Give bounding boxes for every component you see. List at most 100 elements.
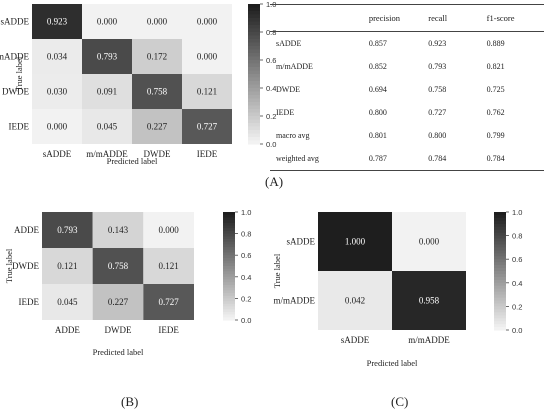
colorbar-tick-label: 0.6 [241,251,251,260]
heatmap-cell [182,74,232,109]
colorbar-segment [494,256,506,260]
colorbar-segment [223,317,235,321]
colorbar-segment [248,42,260,47]
colorbar-segment [223,284,235,289]
heatmap-cell [82,74,132,109]
colorbar-segment [248,116,260,121]
colorbar-segment [494,226,506,231]
colorbar-segment [494,288,506,293]
x-tick-label: IEDE [197,149,218,159]
report-cell: 0.821 [486,62,505,71]
colorbar-segment [248,35,260,40]
heatmap-cell [132,4,182,39]
y-tick-label: sADDE [287,237,316,247]
panel-label-b: (B) [121,394,139,409]
colorbar-tick-label: 0.6 [266,56,276,65]
colorbar-segment [494,312,506,316]
classification-report-table: precision recall f1-score sADDE 0.857 0.… [270,4,544,171]
heatmap-cell-value: 0.030 [47,87,68,97]
report-cell: 0.762 [486,108,505,117]
colorbar-segment [223,290,235,294]
colorbar-segment [223,274,235,278]
panel-label-a: (A) [265,174,284,189]
heatmap-cell-value: 0.758 [108,261,129,271]
report-cell: 0.889 [486,39,505,48]
colorbar-segment [223,311,235,316]
report-row-macro-avg: macro avg 0.801 0.800 0.799 [270,124,544,147]
heatmap-cell [32,109,82,144]
colorbar-segment [494,327,506,331]
colorbar-segment [223,266,235,270]
heatmap-cell-value: 0.000 [97,17,118,27]
y-axis-label: True label [14,56,24,91]
report-header-row: precision recall f1-score [270,4,544,32]
colorbar-segment [248,119,260,124]
report-header-f1: f1-score [485,4,544,32]
heatmap-cell [132,109,182,144]
x-tick-label: sADDE [43,149,72,159]
y-tick-label: sADDE [1,17,30,27]
heatmap-cell-value: 0.793 [57,225,78,235]
heatmap-cell [143,212,194,248]
colorbar-segment [494,247,506,251]
heatmap-cell-value: 0.793 [97,52,118,62]
colorbar-segment [248,46,260,51]
colorbar-segment [494,253,506,257]
report-header-recall: recall [427,4,486,32]
colorbar-segment [494,279,506,284]
colorbar-segment [223,260,235,264]
colorbar-segment [248,67,260,72]
colorbar-segment [223,303,235,308]
colorbar-segment [223,239,235,243]
colorbar-tick-label: 0.4 [512,279,522,288]
heatmap-cell-value: 0.000 [47,122,68,132]
colorbar-segment [248,28,260,33]
colorbar-segment [494,324,506,328]
colorbar-segment [248,98,260,103]
report-cell: 0.800 [368,108,387,117]
heatmap-cell [82,39,132,74]
colorbar-segment [494,259,506,263]
report-cell: macro avg [276,131,310,140]
report-cell: 0.787 [367,147,428,171]
y-tick-label: IEDE [19,297,40,307]
colorbar-tick-label: 0.4 [241,273,251,282]
colorbar-segment [248,102,260,107]
colorbar-tick-label: 0.0 [266,140,276,149]
colorbar-tick-label: 0.2 [241,294,251,303]
heatmap-cell-value: 0.000 [147,17,168,27]
colorbar-segment [223,298,235,302]
colorbar-segment [248,60,260,65]
report-cell: 0.857 [368,39,387,48]
colorbar-segment [494,265,506,269]
colorbar-segment [494,262,506,266]
heatmap-cell-value: 0.000 [197,52,218,62]
colorbar-segment [223,233,235,237]
heatmap-cell-value: 0.727 [159,297,180,307]
colorbar-segment [223,241,235,245]
report-cell: 0.793 [428,62,447,71]
colorbar-segment [248,70,260,75]
colorbar-tick-label: 0.2 [266,112,276,121]
colorbar-segment [223,214,235,218]
x-axis-label: Predicted label [93,347,144,357]
heatmap-cell-value: 0.958 [419,296,440,306]
colorbar-tick-label: 0.8 [266,28,276,37]
y-axis-label: True label [272,253,282,288]
colorbar-segment [248,137,260,142]
report-row-sadde: sADDE 0.857 0.923 0.889 [270,32,544,56]
colorbar-segment [494,273,506,278]
report-row-mmadde: m/mADDE 0.852 0.793 0.821 [270,55,544,78]
colorbar-segment [494,212,506,216]
y-tick-label: m/mADDE [274,296,316,306]
y-axis-label: True label [4,248,14,283]
colorbar-segment [223,247,235,251]
heatmap-cell-value: 0.227 [108,297,129,307]
report-header-precision: precision [367,4,428,32]
heatmap-cell [42,284,93,320]
x-tick-label: DWDE [105,325,132,335]
colorbar-segment [248,95,260,100]
report-header-blank [270,4,368,32]
colorbar-segment [223,244,235,248]
report-cell: 0.801 [368,131,387,140]
